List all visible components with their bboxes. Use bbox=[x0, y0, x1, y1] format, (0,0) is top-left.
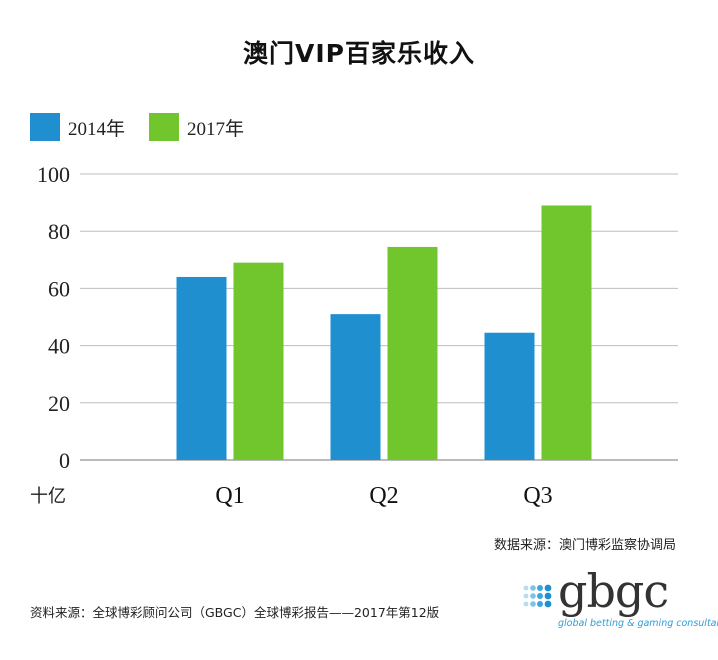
data-source: 数据来源：澳门博彩监察协调局 bbox=[493, 538, 676, 553]
y-tick-label-80: 80 bbox=[48, 219, 70, 244]
legend: 2014年 2017年 bbox=[30, 112, 268, 142]
x-tick-label-Q1: Q1 bbox=[215, 483, 244, 509]
logo-tagline: global betting & gaming consultants bbox=[558, 618, 718, 629]
logo-wordmark: gbgc bbox=[558, 564, 669, 618]
bar-2014年-Q2 bbox=[330, 314, 381, 460]
logo-dots-icon bbox=[523, 584, 552, 608]
legend-swatch-2014 bbox=[30, 113, 60, 141]
bar-2017年-Q1 bbox=[233, 262, 284, 460]
legend-swatch-2017 bbox=[149, 113, 180, 141]
bar-2014年-Q3 bbox=[484, 332, 535, 460]
chart-title: 澳门VIP百家乐收入 bbox=[243, 39, 475, 68]
footnote: 资料来源：全球博彩顾问公司（GBGC）全球博彩报告——2017年第12版 bbox=[30, 605, 440, 620]
x-tick-label-Q3: Q3 bbox=[523, 483, 552, 509]
bar-2014年-Q1 bbox=[176, 276, 227, 460]
y-tick-label-100: 100 bbox=[37, 162, 70, 187]
y-tick-label-40: 40 bbox=[48, 334, 70, 359]
legend-label-2017: 2017年 bbox=[187, 118, 245, 140]
y-tick-label-0: 0 bbox=[59, 448, 70, 473]
legend-label-2014: 2014年 bbox=[68, 118, 126, 140]
bar-chart: 0 20 40 60 80 100 Q1 Q2 Q3 bbox=[37, 162, 678, 509]
x-tick-label-Q2: Q2 bbox=[369, 483, 398, 509]
y-tick-label-20: 20 bbox=[48, 391, 70, 416]
bar-2017年-Q2 bbox=[387, 246, 438, 460]
legend-item-2014: 2014年 bbox=[30, 113, 125, 141]
y-tick-label-60: 60 bbox=[48, 276, 70, 301]
y-unit-label: 十亿 bbox=[30, 486, 66, 507]
gbgc-logo: gbgc global betting & gaming consultants bbox=[522, 564, 718, 630]
legend-item-2017: 2017年 bbox=[149, 113, 244, 141]
bar-2017年-Q3 bbox=[541, 205, 592, 460]
